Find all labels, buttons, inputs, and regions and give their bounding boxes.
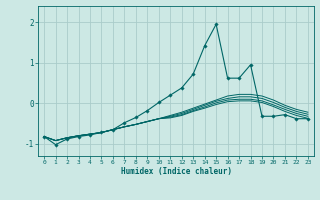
- X-axis label: Humidex (Indice chaleur): Humidex (Indice chaleur): [121, 167, 231, 176]
